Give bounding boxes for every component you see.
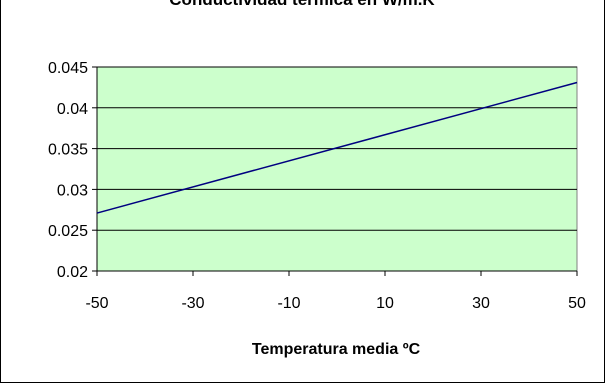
grid-lines bbox=[97, 66, 577, 231]
y-tick-label: 0.025 bbox=[48, 223, 88, 240]
x-tick-label: -30 bbox=[181, 295, 204, 312]
x-tick-label: 50 bbox=[568, 295, 586, 312]
series-layer bbox=[96, 81, 578, 214]
x-tick-label: -10 bbox=[277, 295, 300, 312]
series-line bbox=[96, 81, 578, 214]
y-tick-label: 0.045 bbox=[48, 60, 88, 77]
y-tick-label: 0.04 bbox=[57, 101, 88, 118]
y-axis-tick-labels: 0.02 0.025 0.03 0.035 0.04 0.045 bbox=[48, 60, 88, 281]
x-tick-label: -50 bbox=[85, 295, 108, 312]
y-tick-label: 0.035 bbox=[48, 142, 88, 159]
x-axis-tick-labels: -50 -30 -10 10 30 50 bbox=[85, 295, 586, 312]
chart-title: Conductividad térmica en W/m.K bbox=[169, 0, 435, 9]
x-axis-title: Temperatura media ºC bbox=[252, 341, 421, 358]
y-tick-label: 0.02 bbox=[57, 264, 88, 281]
plot-area bbox=[96, 66, 578, 272]
axis-ticks bbox=[92, 66, 578, 276]
y-tick-label: 0.03 bbox=[57, 182, 88, 199]
x-tick-label: 10 bbox=[376, 295, 394, 312]
x-tick-label: 30 bbox=[472, 295, 490, 312]
